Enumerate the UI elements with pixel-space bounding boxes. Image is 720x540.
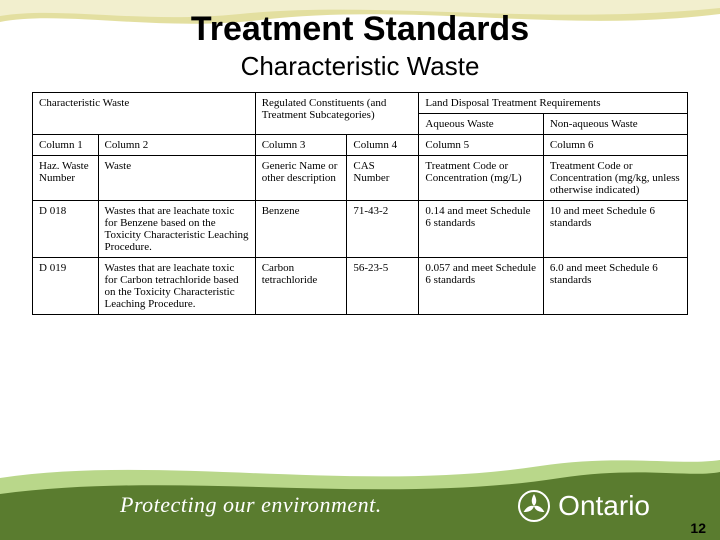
page-number: 12 xyxy=(690,520,706,536)
cell: 56-23-5 xyxy=(347,258,419,315)
cell: 0.14 and meet Schedule 6 standards xyxy=(419,201,543,258)
table-header-row-2: Column 1 Column 2 Column 3 Column 4 Colu… xyxy=(33,135,688,156)
ontario-logo: Ontario xyxy=(518,490,650,522)
header-regulated-constituents: Regulated Constituents (and Treatment Su… xyxy=(255,93,419,135)
col-5-label: Column 5 xyxy=(419,135,543,156)
cell: 0.057 and meet Schedule 6 standards xyxy=(419,258,543,315)
col-5-desc: Treatment Code or Concentration (mg/L) xyxy=(419,156,543,201)
table-row: D 019 Wastes that are leachate toxic for… xyxy=(33,258,688,315)
col-6-desc: Treatment Code or Concentration (mg/kg, … xyxy=(543,156,687,201)
cell: Wastes that are leachate toxic for Benze… xyxy=(98,201,255,258)
cell: Wastes that are leachate toxic for Carbo… xyxy=(98,258,255,315)
col-3-label: Column 3 xyxy=(255,135,347,156)
table-row: D 018 Wastes that are leachate toxic for… xyxy=(33,201,688,258)
col-2-desc: Waste xyxy=(98,156,255,201)
col-6-label: Column 6 xyxy=(543,135,687,156)
col-1-label: Column 1 xyxy=(33,135,99,156)
ontario-wordmark: Ontario xyxy=(558,490,650,522)
header-non-aqueous: Non-aqueous Waste xyxy=(543,114,687,135)
cell: Benzene xyxy=(255,201,347,258)
table-header-row-1: Characteristic Waste Regulated Constitue… xyxy=(33,93,688,114)
col-3-desc: Generic Name or other description xyxy=(255,156,347,201)
col-2-label: Column 2 xyxy=(98,135,255,156)
header-land-disposal: Land Disposal Treatment Requirements xyxy=(419,93,688,114)
cell: 10 and meet Schedule 6 standards xyxy=(543,201,687,258)
table-header-row-3: Haz. Waste Number Waste Generic Name or … xyxy=(33,156,688,201)
footer: Protecting our environment. Ontario xyxy=(0,450,720,540)
cell: 6.0 and meet Schedule 6 standards xyxy=(543,258,687,315)
cell: 71-43-2 xyxy=(347,201,419,258)
cell: D 018 xyxy=(33,201,99,258)
standards-table: Characteristic Waste Regulated Constitue… xyxy=(32,92,688,315)
footer-tagline: Protecting our environment. xyxy=(120,492,382,518)
slide-title: Treatment Standards xyxy=(32,10,688,49)
col-4-desc: CAS Number xyxy=(347,156,419,201)
trillium-icon xyxy=(518,490,550,522)
col-1-desc: Haz. Waste Number xyxy=(33,156,99,201)
slide-subtitle: Characteristic Waste xyxy=(32,51,688,82)
header-aqueous: Aqueous Waste xyxy=(419,114,543,135)
header-characteristic-waste: Characteristic Waste xyxy=(33,93,256,135)
cell: D 019 xyxy=(33,258,99,315)
cell: Carbon tetrachloride xyxy=(255,258,347,315)
col-4-label: Column 4 xyxy=(347,135,419,156)
